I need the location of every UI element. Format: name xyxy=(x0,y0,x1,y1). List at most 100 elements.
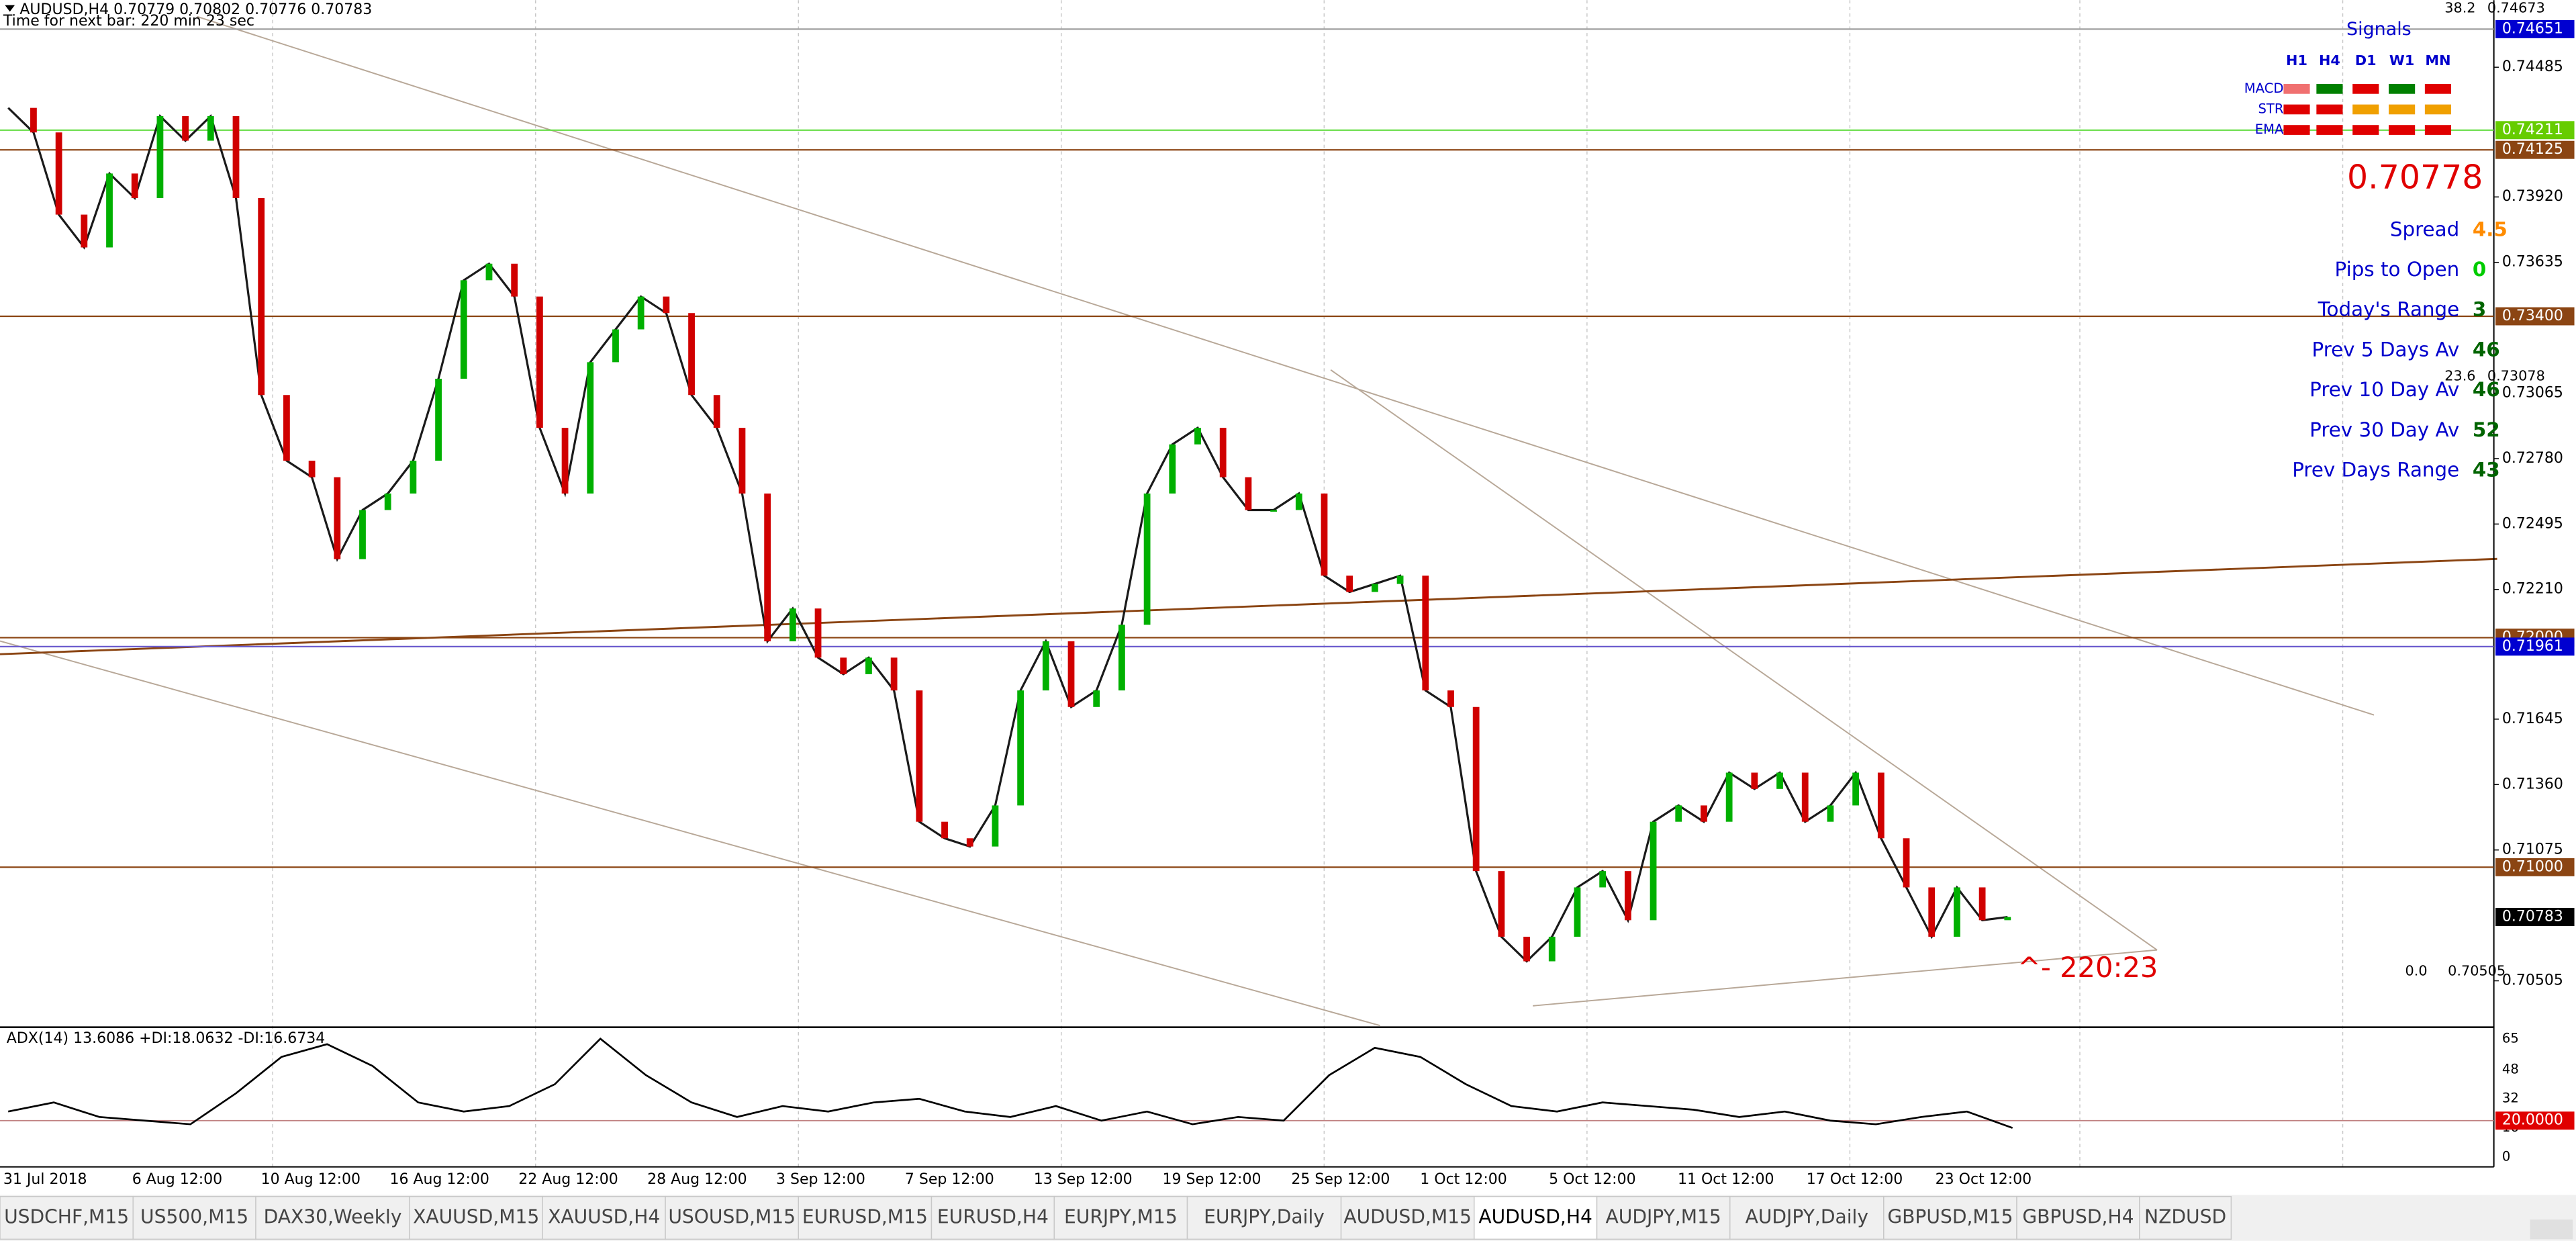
tab[interactable] xyxy=(255,1195,410,1240)
candle xyxy=(1270,510,1277,512)
tab[interactable] xyxy=(1729,1195,1885,1240)
level-box xyxy=(2495,140,2575,159)
tab-label[interactable]: EURUSD,M15 xyxy=(802,1206,928,1228)
signal-cell xyxy=(2316,104,2343,115)
tab-label[interactable]: NZDUSD xyxy=(2144,1206,2226,1228)
stat-label: Prev 5 Days Av xyxy=(2312,338,2460,361)
candle xyxy=(1219,428,1227,477)
candle xyxy=(435,378,442,461)
candle xyxy=(966,838,973,847)
tab-label[interactable]: GBPUSD,H4 xyxy=(2022,1206,2134,1228)
candle xyxy=(283,395,290,461)
adx-level-label: 20.0000 xyxy=(2502,1112,2563,1129)
tab-label[interactable]: AUDUSD,M15 xyxy=(1343,1206,1472,1228)
adx-level-box xyxy=(2495,1111,2575,1130)
level-box xyxy=(2495,637,2575,656)
tab[interactable] xyxy=(542,1195,666,1240)
level-label: 0.74651 xyxy=(2502,20,2563,37)
candle xyxy=(1447,690,1454,707)
tab[interactable] xyxy=(1053,1195,1188,1240)
tab[interactable] xyxy=(2139,1195,2232,1240)
candle xyxy=(1725,772,1733,822)
signal-cell xyxy=(2283,104,2310,115)
tab[interactable] xyxy=(132,1195,256,1240)
price-tick-label: 0.74485 xyxy=(2502,58,2563,75)
adx-tick-label: 32 xyxy=(2502,1091,2519,1106)
adx-label: ADX(14) 13.6086 +DI:18.0632 -DI:16.6734 xyxy=(7,1030,326,1047)
tab-label[interactable]: AUDUSD,H4 xyxy=(1478,1206,1592,1228)
tab[interactable] xyxy=(1340,1195,1475,1240)
bar-timer: Time for next bar: 220 min 23 sec xyxy=(3,13,254,30)
signal-cell xyxy=(2424,104,2452,115)
candle xyxy=(207,116,214,141)
candle xyxy=(131,173,138,198)
signals-title: Signals xyxy=(2346,19,2412,40)
fib-level: 38.2 xyxy=(2444,0,2475,15)
candle xyxy=(460,280,467,379)
tab-label[interactable]: USDCHF,M15 xyxy=(4,1206,129,1228)
tab-label[interactable]: DAX30,Weekly xyxy=(264,1206,402,1228)
level-label: 0.73400 xyxy=(2502,308,2563,324)
price-tick-label: 0.72495 xyxy=(2502,515,2563,532)
candle xyxy=(663,296,670,314)
tab-label[interactable]: US500,M15 xyxy=(140,1206,248,1228)
candle xyxy=(764,493,771,642)
candle xyxy=(232,116,240,198)
tab-label[interactable]: AUDJPY,Daily xyxy=(1746,1206,1868,1228)
tab[interactable] xyxy=(931,1195,1055,1240)
current-price: 0.70778 xyxy=(2347,158,2483,196)
active-tab[interactable] xyxy=(1474,1195,1598,1240)
time-label: 28 Aug 12:00 xyxy=(647,1171,747,1188)
tab[interactable] xyxy=(2016,1195,2140,1240)
candle xyxy=(258,197,265,396)
stat-label: Prev Days Range xyxy=(2292,459,2459,481)
tab-label[interactable]: EURUSD,H4 xyxy=(937,1206,1049,1228)
collapse-arrow[interactable] xyxy=(5,5,15,12)
candle xyxy=(1371,584,1378,592)
fib-price: 0.73078 xyxy=(2487,368,2545,384)
signal-cell xyxy=(2316,84,2343,94)
signal-cell xyxy=(2283,84,2310,94)
candle xyxy=(384,493,391,510)
time-label: 6 Aug 12:00 xyxy=(132,1171,222,1188)
candle xyxy=(1827,805,1834,822)
candle xyxy=(1093,690,1100,707)
timeframe: D1 xyxy=(2355,52,2377,68)
price-line xyxy=(7,107,2008,963)
candle xyxy=(1321,493,1328,576)
tab-label[interactable]: GBPUSD,M15 xyxy=(1887,1206,2013,1228)
candle xyxy=(1877,772,1885,839)
tab[interactable] xyxy=(1883,1195,2017,1240)
time-label: 7 Sep 12:00 xyxy=(905,1171,994,1188)
adx-line xyxy=(7,1037,2013,1129)
candle xyxy=(1523,936,1530,962)
tab-label[interactable]: USOUSD,M15 xyxy=(668,1206,796,1228)
tab[interactable] xyxy=(409,1195,544,1240)
timeframe: H1 xyxy=(2286,52,2307,68)
candle xyxy=(81,214,88,248)
signal-cell xyxy=(2352,104,2379,115)
candle xyxy=(1067,641,1075,707)
tab-label[interactable]: EURJPY,M15 xyxy=(1064,1206,1178,1228)
tab[interactable] xyxy=(1596,1195,1731,1240)
level-label: 0.71961 xyxy=(2502,638,2563,655)
candle xyxy=(1978,887,1986,921)
tab[interactable] xyxy=(665,1195,800,1240)
candle xyxy=(1346,576,1353,592)
tab-label[interactable]: AUDJPY,M15 xyxy=(1606,1206,1721,1228)
stat-value: 46 xyxy=(2473,378,2500,401)
tab-label[interactable]: XAUUSD,H4 xyxy=(548,1206,660,1228)
signal-cell xyxy=(2352,125,2379,135)
level-box xyxy=(2495,908,2575,926)
adx-tick-label: 48 xyxy=(2502,1061,2519,1076)
timeframe: H4 xyxy=(2319,52,2340,68)
candle xyxy=(536,296,543,428)
tab-scroll[interactable] xyxy=(2530,1219,2573,1240)
tab-label[interactable]: EURJPY,Daily xyxy=(1204,1206,1325,1228)
tab[interactable] xyxy=(1186,1195,1342,1240)
quote-line: AUDUSD,H4 0.70779 0.70802 0.70776 0.7078… xyxy=(19,1,372,18)
price-tick-label: 0.72210 xyxy=(2502,581,2563,598)
tab-label[interactable]: XAUUSD,M15 xyxy=(413,1206,539,1228)
